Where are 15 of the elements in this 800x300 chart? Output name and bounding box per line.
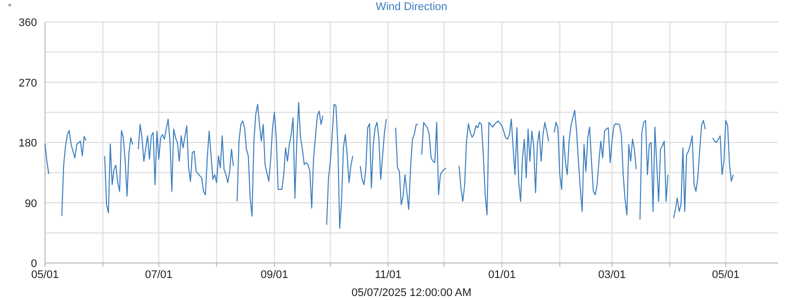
x-tick-label: 11/01	[374, 269, 402, 281]
y-tick-label: 0	[30, 258, 37, 270]
x-tick-label: 09/01	[260, 269, 288, 281]
y-tick-label: 360	[18, 17, 37, 29]
y-axis-title: °	[8, 2, 12, 12]
y-tick-label: 90	[24, 198, 37, 210]
x-tick-label: 03/01	[598, 269, 626, 281]
x-axis-title: 05/07/2025 12:00:00 AM	[352, 287, 472, 299]
x-tick-label: 01/01	[488, 269, 516, 281]
y-tick-label: 180	[18, 138, 37, 150]
x-tick-label: 05/01	[31, 269, 59, 281]
x-tick-label: 07/01	[145, 269, 173, 281]
y-tick-label: 270	[18, 77, 37, 90]
x-tick-label: 05/01	[712, 269, 740, 281]
chart-title: Wind Direction	[376, 1, 448, 13]
